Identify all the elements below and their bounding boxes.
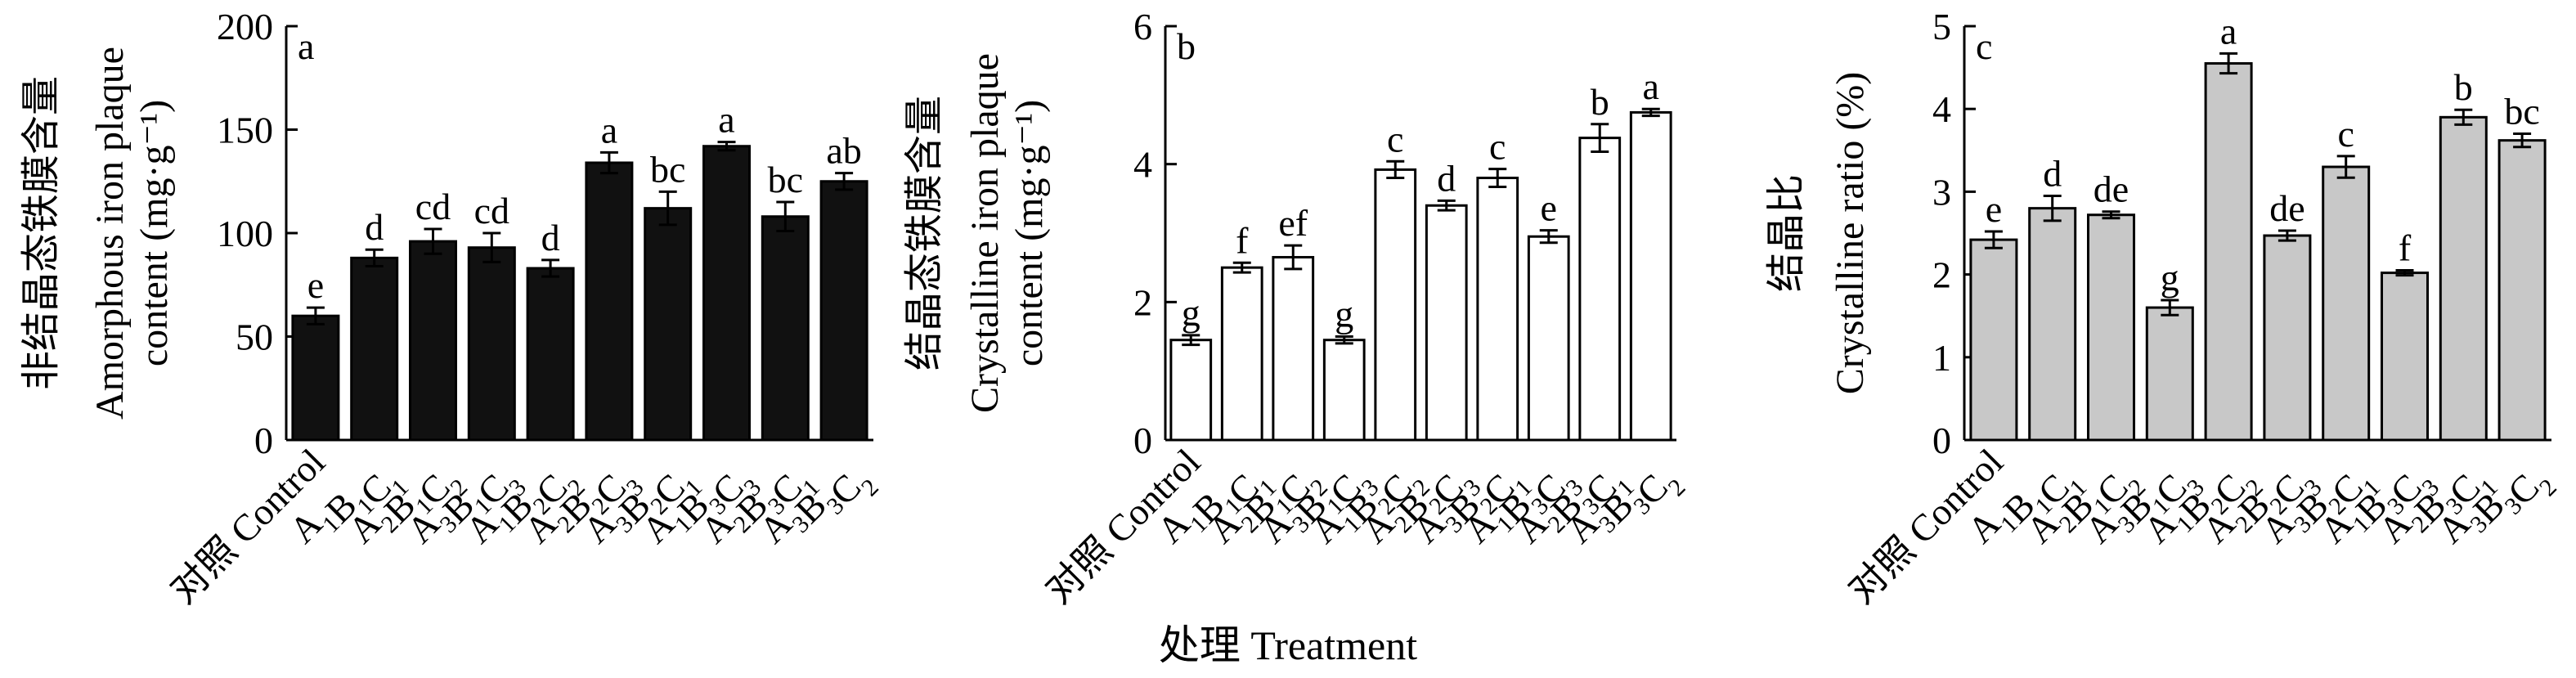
significance-letter: ab [826, 130, 861, 172]
bar [2380, 272, 2430, 442]
y-axis-title: content (mg·g⁻¹) [1008, 100, 1051, 366]
panel-letter: a [298, 25, 314, 67]
bar [526, 267, 575, 442]
bar [350, 256, 399, 442]
significance-letter: d [365, 206, 384, 248]
significance-letter: d [2043, 152, 2062, 194]
significance-letter: de [2094, 168, 2129, 210]
bar [1969, 238, 2018, 442]
y-tick-label: 0 [1133, 420, 1152, 461]
y-tick-label: 100 [217, 213, 273, 254]
significance-letter: f [1236, 219, 1249, 261]
bar [1272, 256, 1315, 442]
bar [761, 215, 810, 442]
y-tick-label: 6 [1133, 6, 1152, 47]
bar [1578, 137, 1622, 442]
bar [467, 246, 516, 442]
significance-letter: g [1182, 292, 1200, 334]
y-axis-title: content (mg·g⁻¹) [132, 100, 176, 366]
significance-letter: bc [768, 159, 803, 200]
significance-letter: a [2220, 10, 2237, 52]
significance-letter: a [1643, 65, 1659, 107]
y-axis-title: Crystalline ratio (%) [1829, 72, 1872, 395]
significance-letter: a [718, 99, 734, 141]
bar [1374, 168, 1417, 442]
bar [1220, 266, 1263, 442]
significance-letter: ef [1278, 202, 1308, 244]
significance-letter: cd [415, 186, 451, 227]
bar [1527, 235, 1570, 442]
significance-letter: f [2399, 227, 2412, 269]
bar [819, 180, 868, 442]
bar [1476, 177, 1519, 442]
y-axis-title: 结晶比 [1765, 174, 1808, 292]
significance-letter: c [1489, 126, 1506, 168]
significance-letter: a [601, 109, 617, 150]
significance-letter: c [1387, 118, 1403, 159]
panel-letter: b [1177, 25, 1196, 67]
bar [1322, 339, 1366, 442]
significance-letter: e [1986, 188, 2002, 230]
significance-letter: d [1437, 157, 1456, 199]
bar [408, 240, 458, 442]
y-tick-label: 150 [217, 110, 273, 151]
bar [2497, 139, 2547, 442]
x-axis-label: 处理 Treatment [1159, 622, 1417, 668]
significance-letter: g [2161, 257, 2179, 299]
significance-letter: b [1591, 81, 1609, 123]
y-axis-title: 非结晶态铁膜含量 [20, 76, 63, 390]
significance-letter: c [2337, 113, 2354, 155]
y-tick-label: 3 [1932, 171, 1951, 213]
significance-letter: cd [474, 190, 509, 231]
y-axis-title: Amorphous iron plaque [88, 47, 132, 420]
bar [1425, 204, 1468, 442]
significance-letter: bc [650, 148, 685, 190]
bar [702, 145, 752, 442]
y-tick-label: 1 [1932, 337, 1951, 379]
y-tick-label: 4 [1133, 144, 1152, 186]
bar [2086, 213, 2136, 442]
bar [2263, 234, 2312, 442]
significance-letter: de [2269, 187, 2304, 229]
bar [644, 207, 693, 442]
category-label: A3B3C2 [1558, 441, 1690, 573]
y-axis-title: 结晶态铁膜含量 [903, 96, 946, 370]
bar [1629, 110, 1672, 442]
bar [2322, 165, 2371, 442]
y-tick-label: 2 [1932, 254, 1951, 296]
y-tick-label: 4 [1932, 88, 1951, 130]
bar [1169, 339, 1213, 442]
significance-letter: e [1541, 187, 1557, 229]
y-tick-label: 50 [236, 317, 273, 358]
panel-letter: c [1976, 25, 1992, 67]
y-tick-label: 200 [217, 6, 273, 47]
bar [2145, 306, 2194, 442]
significance-letter: bc [2504, 91, 2539, 132]
bar [2204, 62, 2253, 442]
significance-letter: e [307, 264, 324, 306]
category-label: A3B3C2 [751, 441, 883, 573]
significance-letter: g [1335, 294, 1353, 335]
y-tick-label: 0 [254, 420, 273, 461]
significance-letter: d [541, 217, 560, 258]
bar [585, 161, 634, 442]
bar [2028, 207, 2077, 442]
y-tick-label: 2 [1133, 281, 1152, 323]
bar [291, 314, 340, 442]
y-tick-label: 0 [1932, 420, 1951, 461]
category-label: A3B3C2 [2429, 441, 2561, 573]
significance-letter: b [2454, 66, 2473, 108]
bar [2439, 115, 2488, 442]
y-axis-title: Crystalline iron plaque [963, 53, 1007, 413]
y-tick-label: 5 [1932, 6, 1951, 47]
